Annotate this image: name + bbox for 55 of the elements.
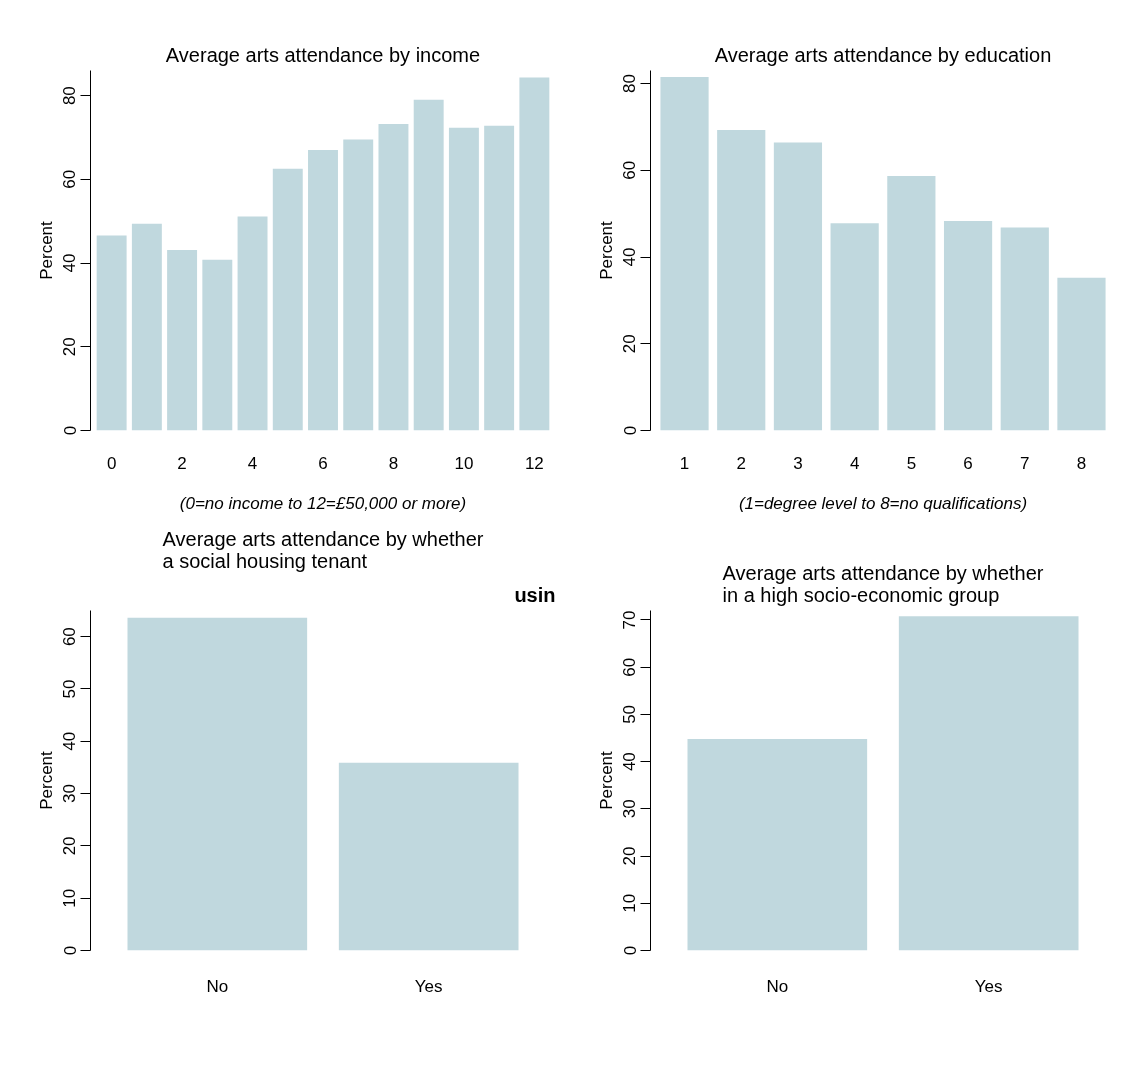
y-tick-label: 50 bbox=[620, 704, 640, 724]
x-tick-label: Yes bbox=[974, 976, 1003, 996]
y-axis-title: Percent bbox=[596, 220, 616, 280]
y-tick-label: 60 bbox=[620, 160, 640, 180]
x-tick-label: 2 bbox=[177, 453, 187, 473]
x-axis-title: (0=no income to 12=£50,000 or more) bbox=[179, 493, 467, 513]
y-tick-label: 60 bbox=[60, 627, 80, 647]
x-tick-label: 0 bbox=[106, 453, 117, 473]
y-tick-label: 10 bbox=[620, 893, 640, 913]
y-tick-label: 30 bbox=[620, 799, 640, 819]
y-tick-label: 0 bbox=[620, 945, 640, 956]
y-tick-label: 80 bbox=[60, 86, 80, 106]
y-tick-label: 10 bbox=[60, 888, 80, 908]
x-tick-label: No bbox=[766, 976, 789, 996]
y-tick-label: 0 bbox=[60, 945, 80, 956]
x-tick-label: Yes bbox=[414, 976, 443, 996]
y-tick-label: 40 bbox=[60, 253, 80, 273]
x-tick-label: 8 bbox=[1076, 453, 1087, 473]
x-tick-label: 3 bbox=[793, 453, 803, 473]
y-tick-label: 0 bbox=[60, 425, 80, 436]
x-tick-label: 4 bbox=[247, 453, 258, 473]
text: usin bbox=[514, 583, 556, 606]
x-tick-label: No bbox=[206, 976, 229, 996]
y-axis-title: Percent bbox=[596, 750, 616, 810]
y-tick-label: 20 bbox=[60, 836, 80, 856]
x-axis-title: (1=degree level to 8=no qualifications) bbox=[738, 493, 1028, 513]
x-tick-label: 5 bbox=[906, 453, 917, 473]
y-tick-label: 20 bbox=[620, 334, 640, 354]
y-tick-label: 60 bbox=[620, 657, 640, 677]
y-tick-label: 40 bbox=[620, 247, 640, 267]
x-tick-label: 4 bbox=[849, 453, 860, 473]
x-tick-label: 10 bbox=[454, 453, 474, 473]
x-tick-label: 1 bbox=[679, 453, 690, 473]
chart-title: Average arts attendance by education bbox=[714, 43, 1052, 66]
y-tick-label: 30 bbox=[60, 784, 80, 804]
x-tick-label: 7 bbox=[1020, 453, 1030, 473]
chart-title: Average arts attendance by whether in a high socio-economic group bbox=[722, 561, 1044, 606]
y-axis-title: Percent bbox=[36, 220, 56, 280]
y-axis-title: Percent bbox=[36, 750, 56, 810]
y-tick-label: 80 bbox=[620, 74, 640, 93]
y-tick-label: 60 bbox=[60, 169, 80, 189]
y-tick-label: 40 bbox=[620, 752, 640, 772]
x-tick-label: 8 bbox=[388, 453, 399, 473]
x-tick-label: 6 bbox=[963, 453, 973, 473]
x-tick-label: 2 bbox=[736, 453, 746, 473]
y-tick-label: 50 bbox=[60, 679, 80, 699]
x-tick-label: 12 bbox=[524, 453, 544, 473]
y-tick-label: 40 bbox=[60, 731, 80, 751]
chart-title: Average arts attendance by whether a social housing tenant bbox=[162, 527, 484, 572]
y-tick-label: 20 bbox=[620, 846, 640, 866]
y-tick-label: 20 bbox=[60, 337, 80, 357]
y-tick-label: 70 bbox=[620, 610, 640, 630]
chart-title: Average arts attendance by income bbox=[165, 43, 481, 66]
y-tick-label: 0 bbox=[620, 425, 640, 436]
x-tick-label: 6 bbox=[318, 453, 328, 473]
